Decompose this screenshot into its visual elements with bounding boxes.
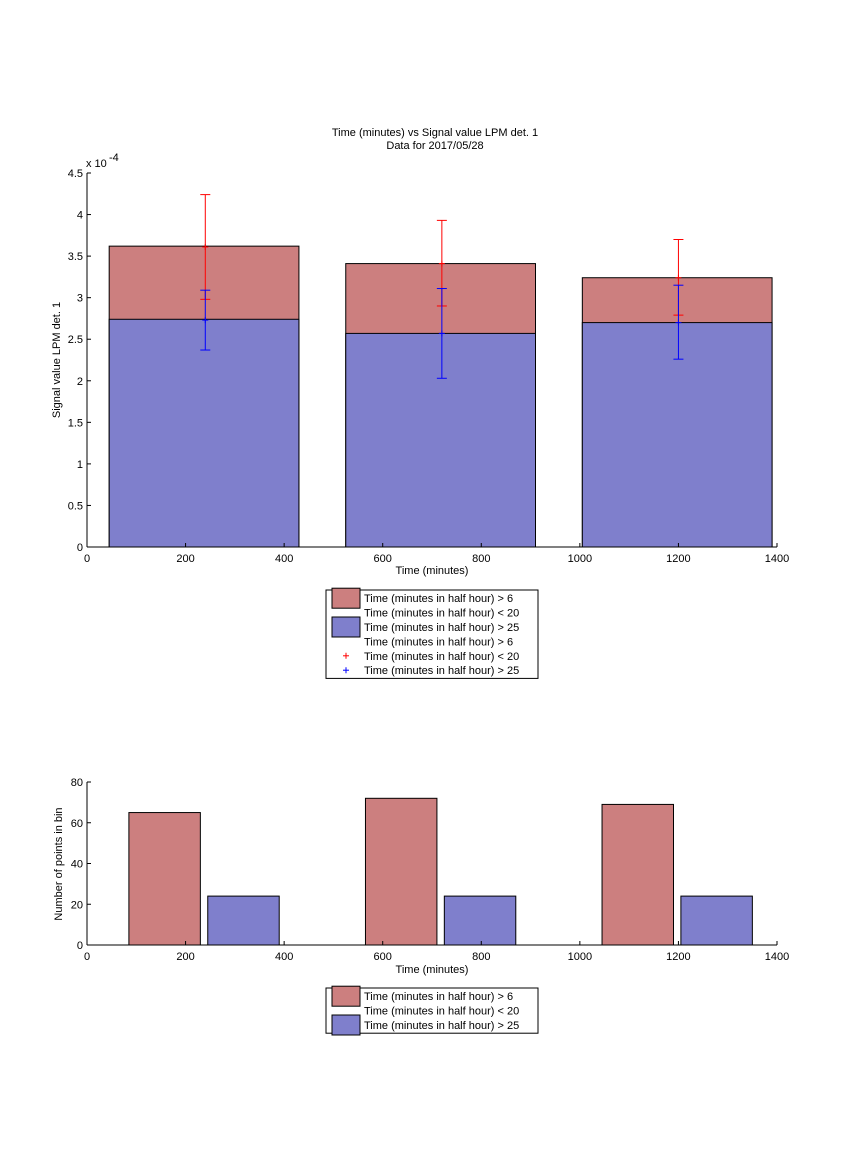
x-tick-label: 1400 (765, 553, 789, 565)
legend-label: Time (minutes in half hour) > 6 (364, 991, 513, 1003)
x-tick-label: 800 (472, 951, 490, 963)
x-tick-label: 200 (176, 951, 194, 963)
x-tick-label: 1200 (666, 553, 690, 565)
legend-label: Time (minutes in half hour) > 6 (364, 636, 513, 648)
chart-subtitle: Data for 2017/05/28 (386, 140, 483, 152)
x-tick-label: 800 (472, 553, 490, 565)
legend-label: Time (minutes in half hour) < 20 (364, 1006, 519, 1018)
errorbars-group (200, 194, 684, 379)
legend-label: Time (minutes in half hour) < 20 (364, 608, 519, 620)
y-tick-label: 60 (71, 818, 83, 830)
y-tick-label: 0.5 (68, 500, 83, 512)
bars-group (108, 245, 773, 548)
legend-box (325, 987, 539, 1034)
bar-red (601, 803, 674, 946)
x-tick-label: 1400 (765, 951, 789, 963)
bar-blue (443, 895, 517, 946)
y-tick-label: 20 (71, 899, 83, 911)
x-axis-label: Time (minutes) (396, 964, 469, 976)
y-tick-label: 2.5 (68, 334, 83, 346)
axes: 0 200 400 600 800 1000 1200 1400 0 20 40 60 80 (71, 777, 789, 963)
legend-label: Time (minutes in half hour) < 20 (364, 651, 519, 663)
legend-label: Time (minutes in half hour) > 6 (364, 593, 513, 605)
legend: Time (minutes in half hour) > 6 Time (min… (325, 985, 539, 1036)
legend-label: Time (minutes in half hour) > 25 (364, 1020, 519, 1032)
x-tick-label: 0 (84, 553, 90, 565)
x-tick-label: 400 (275, 553, 293, 565)
y-tick-label: 0 (77, 542, 83, 554)
y-exponent-power: -4 (109, 152, 119, 164)
bar-blue (207, 895, 280, 946)
y-exponent-base: x 10 (86, 158, 107, 170)
bar-blue (680, 895, 753, 946)
legend: Time (minutes in half hour) > 6 Time (min… (325, 587, 539, 679)
x-tick-label: 400 (275, 951, 293, 963)
bar-blue (581, 322, 773, 548)
legend-swatch (331, 616, 361, 638)
x-tick-label: 600 (374, 553, 392, 565)
x-tick-label: 1000 (568, 553, 592, 565)
y-axis-label: Signal value LPM det. 1 (51, 302, 63, 418)
chart-title: Time (minutes) vs Signal value LPM det. … (332, 127, 538, 139)
y-tick-label: 4.5 (68, 168, 83, 180)
x-tick-label: 600 (374, 951, 392, 963)
legend-box (325, 589, 539, 679)
y-axis-label: Number of points in bin (53, 807, 65, 920)
x-tick-label: 0 (84, 951, 90, 963)
legend-label: Time (minutes in half hour) > 25 (364, 622, 519, 634)
y-tick-label: 3 (77, 293, 83, 305)
y-exponent-label: x 10 -4 (86, 152, 119, 170)
y-tick-label: 3.5 (68, 251, 83, 263)
legend-swatch (331, 587, 361, 609)
bar-red (128, 812, 201, 946)
bars-group (128, 797, 753, 946)
axes: 0 200 400 600 800 1000 1200 1400 0 0.5 1 1.5 2 2.5 3 3.… (68, 168, 790, 565)
x-axis-label: Time (minutes) (396, 565, 469, 577)
x-tick-label: 1200 (666, 951, 690, 963)
y-tick-label: 2 (77, 376, 83, 388)
x-tick-label: 200 (176, 553, 194, 565)
y-tick-label: 40 (71, 859, 83, 871)
signal-chart: Time (minutes) vs Signal value LPM det. … (51, 127, 790, 679)
y-tick-label: 1 (77, 459, 83, 471)
bar-blue (345, 332, 536, 548)
y-tick-label: 80 (71, 777, 83, 789)
count-chart: 0 200 400 600 800 1000 1200 1400 0 20 40 60 80 Time … (53, 777, 789, 1036)
bar-red (364, 797, 438, 946)
y-tick-label: 1.5 (68, 417, 83, 429)
legend-label: Time (minutes in half hour) > 25 (364, 665, 519, 677)
legend-swatch (331, 985, 361, 1007)
bar-blue (108, 318, 300, 548)
y-tick-label: 0 (77, 940, 83, 952)
x-tick-label: 1000 (568, 951, 592, 963)
y-tick-label: 4 (77, 210, 83, 222)
legend-swatch (331, 1014, 361, 1036)
